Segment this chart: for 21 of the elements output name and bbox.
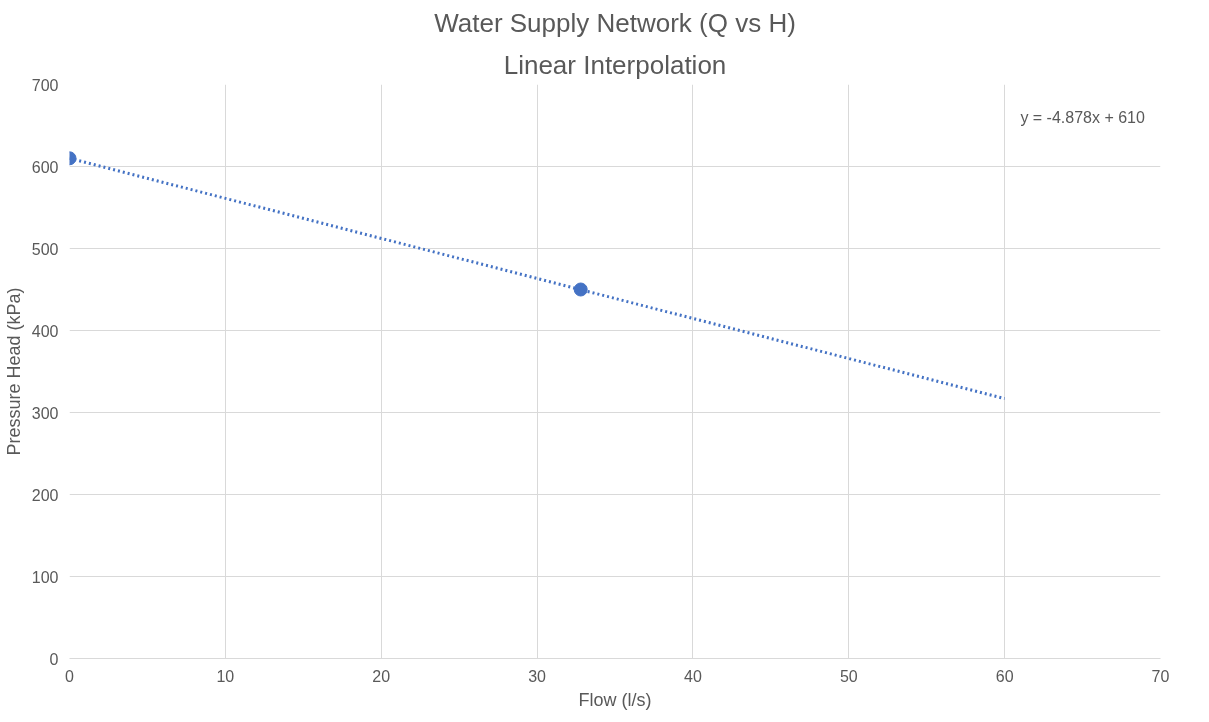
x-tick-label: 0 [65,667,75,685]
chart-title: Water Supply Network (Q vs H) [434,7,796,38]
y-axis-title: Pressure Head (kPa) [3,287,24,456]
x-tick-label: 50 [839,667,858,685]
y-tick-label: 600 [31,158,59,176]
chart-subtitle: Linear Interpolation [503,49,727,80]
x-tick-label: 60 [995,667,1014,685]
y-tick-label: 400 [31,322,59,340]
y-tick-label: 700 [31,76,59,94]
x-axis-title: Flow (l/s) [578,689,652,710]
x-tick-label: 20 [372,667,391,685]
x-tick-label: 70 [1151,667,1170,685]
x-tick-label: 40 [684,667,702,685]
y-tick-label: 200 [31,486,59,504]
y-tick-label: 100 [31,568,59,586]
y-tick-label: 500 [31,240,59,258]
x-tick-label: 10 [216,667,235,685]
y-tick-label: 300 [31,404,59,422]
y-tick-label: 0 [49,650,59,668]
x-tick-label: 30 [528,667,547,685]
annotation: y = -4.878x + 610 [1020,108,1146,126]
